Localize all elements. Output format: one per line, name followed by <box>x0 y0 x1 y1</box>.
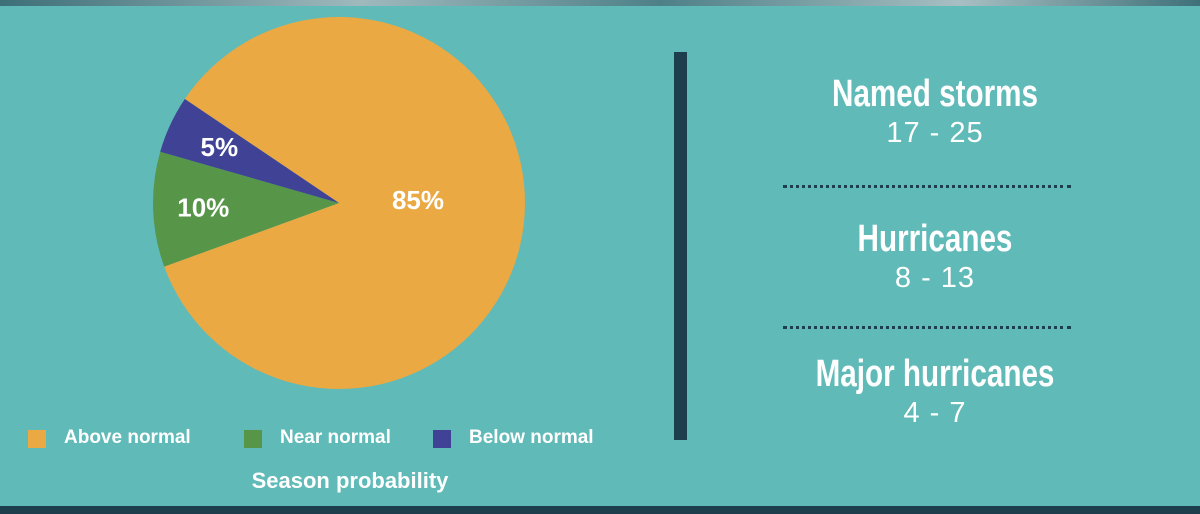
pie-chart: 85% 10% 5% <box>153 16 526 389</box>
chart-title: Season probability <box>251 468 449 493</box>
legend-swatch-near-normal <box>244 430 262 448</box>
stat-title-named-storms: Named storms <box>832 73 1038 115</box>
legend-swatch-above-normal <box>28 430 46 448</box>
pie-slice-below-normal <box>160 98 339 203</box>
stat-title-hurricanes: Hurricanes <box>857 218 1013 260</box>
bottom-border-strip <box>0 506 1200 514</box>
stat-value-named-storms: 17 - 25 <box>886 117 984 149</box>
pie-label-above-normal: 85% <box>392 185 444 215</box>
pie-slice-above-normal <box>164 16 526 389</box>
stat-value-hurricanes: 8 - 13 <box>894 262 976 294</box>
pie-slice-near-normal <box>153 151 339 267</box>
top-border-strip <box>0 0 1200 6</box>
stat-named-storms: Named storms 17 - 25 <box>740 72 1130 150</box>
legend-swatch-below-normal <box>433 430 451 448</box>
stat-hurricanes: Hurricanes 8 - 13 <box>740 217 1130 295</box>
legend-label-above-normal: Above normal <box>64 427 191 448</box>
legend-label-below-normal: Below normal <box>469 427 594 448</box>
pie-label-near-normal: 10% <box>177 193 229 223</box>
stat-title-major-hurricanes: Major hurricanes <box>815 353 1055 395</box>
legend-label-near-normal: Near normal <box>280 427 391 448</box>
dotted-separator <box>783 326 1071 329</box>
stat-major-hurricanes: Major hurricanes 4 - 7 <box>740 352 1130 430</box>
vertical-divider <box>674 52 687 440</box>
dotted-separator <box>783 185 1071 188</box>
pie-label-below-normal: 5% <box>201 132 239 162</box>
stat-value-major-hurricanes: 4 - 7 <box>903 397 967 429</box>
